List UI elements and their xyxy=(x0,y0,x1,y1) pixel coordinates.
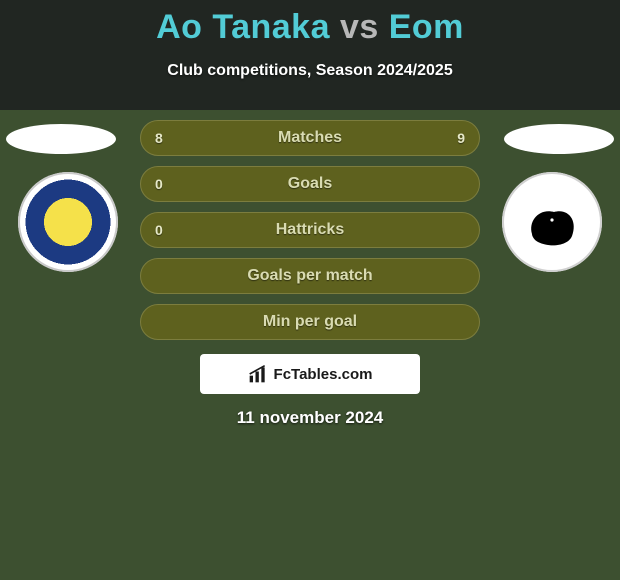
club-badge-right xyxy=(502,172,602,272)
stat-row-min-per-goal: Min per goal xyxy=(140,304,480,340)
swan-icon xyxy=(520,190,584,254)
date-text: 11 november 2024 xyxy=(0,408,620,428)
stat-row-goals: Goals 0 xyxy=(140,166,480,202)
attribution-text: FcTables.com xyxy=(274,366,373,383)
player2-avatar-placeholder xyxy=(504,124,614,154)
stat-label: Matches xyxy=(278,129,342,147)
chart-icon xyxy=(248,364,268,384)
stat-label: Hattricks xyxy=(276,221,344,239)
player1-avatar-placeholder xyxy=(6,124,116,154)
attribution-badge[interactable]: FcTables.com xyxy=(200,354,420,394)
stat-label: Min per goal xyxy=(263,313,357,331)
stat-row-hattricks: Hattricks 0 xyxy=(140,212,480,248)
page-title: Ao Tanaka vs Eom xyxy=(0,8,620,47)
vs-text: vs xyxy=(340,8,379,46)
stat-row-matches: Matches 8 9 xyxy=(140,120,480,156)
player2-name: Eom xyxy=(389,8,464,46)
player1-name: Ao Tanaka xyxy=(156,8,330,46)
stat-value-left: 0 xyxy=(155,222,163,238)
club-badge-left xyxy=(18,172,118,272)
stat-label: Goals xyxy=(288,175,332,193)
stat-value-left: 0 xyxy=(155,176,163,192)
stat-row-goals-per-match: Goals per match xyxy=(140,258,480,294)
stat-value-left: 8 xyxy=(155,130,163,146)
stat-value-right: 9 xyxy=(457,130,465,146)
subtitle: Club competitions, Season 2024/2025 xyxy=(0,62,620,80)
stat-label: Goals per match xyxy=(247,267,372,285)
comparison-card: Ao Tanaka vs Eom Club competitions, Seas… xyxy=(0,0,620,580)
